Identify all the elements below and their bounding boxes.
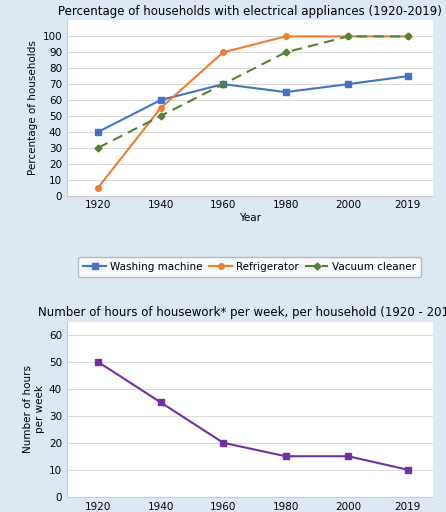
Vacuum cleaner: [346, 33, 351, 39]
Refrigerator: [346, 33, 351, 39]
Refrigerator: [95, 184, 101, 190]
Vacuum cleaner: [220, 81, 226, 87]
Line: Washing machine: Washing machine: [95, 73, 410, 135]
Legend: Washing machine, Refrigerator, Vacuum cleaner: Washing machine, Refrigerator, Vacuum cl…: [78, 257, 421, 278]
Refrigerator: [283, 33, 289, 39]
Line: Refrigerator: Refrigerator: [95, 34, 410, 190]
Hours per week: [346, 453, 351, 459]
X-axis label: Year: Year: [239, 213, 261, 223]
Hours per week: [405, 466, 410, 473]
Hours per week: [95, 359, 101, 365]
Vacuum cleaner: [95, 145, 101, 151]
Washing machine: [220, 81, 226, 87]
Refrigerator: [158, 105, 163, 111]
Washing machine: [405, 73, 410, 79]
Title: Percentage of households with electrical appliances (1920-2019): Percentage of households with electrical…: [58, 5, 442, 18]
Y-axis label: Number of hours
per week: Number of hours per week: [23, 365, 45, 453]
Vacuum cleaner: [283, 49, 289, 55]
Washing machine: [95, 129, 101, 135]
Y-axis label: Percentage of households: Percentage of households: [28, 40, 38, 176]
Title: Number of hours of housework* per week, per household (1920 - 2019): Number of hours of housework* per week, …: [38, 306, 446, 319]
Hours per week: [283, 453, 289, 459]
Refrigerator: [405, 33, 410, 39]
Line: Vacuum cleaner: Vacuum cleaner: [96, 34, 410, 150]
Hours per week: [158, 399, 163, 406]
Vacuum cleaner: [405, 33, 410, 39]
Line: Hours per week: Hours per week: [95, 359, 410, 473]
Washing machine: [158, 97, 163, 103]
Refrigerator: [220, 49, 226, 55]
Hours per week: [220, 440, 226, 446]
Vacuum cleaner: [158, 113, 163, 119]
Washing machine: [283, 89, 289, 95]
Washing machine: [346, 81, 351, 87]
